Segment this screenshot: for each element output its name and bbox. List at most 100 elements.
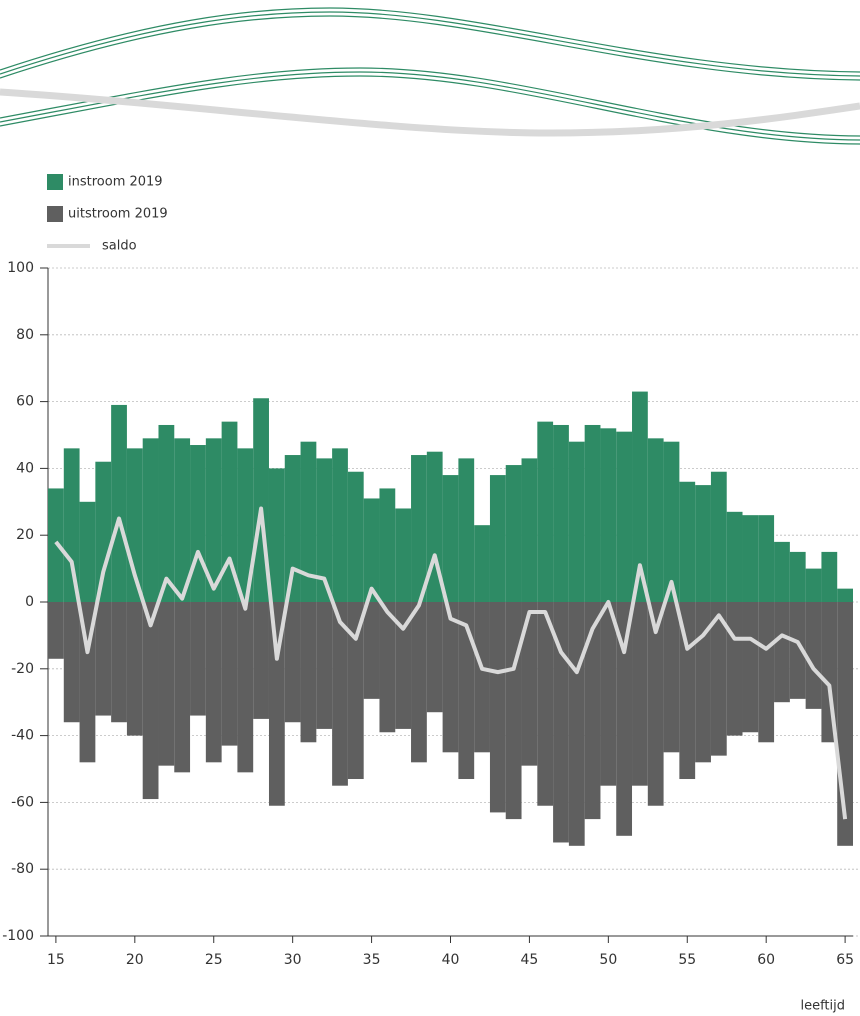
bar xyxy=(142,602,159,800)
bar xyxy=(426,602,443,713)
bar xyxy=(632,602,648,786)
bar xyxy=(48,602,64,659)
bar xyxy=(111,404,127,602)
bar xyxy=(95,461,112,602)
bar xyxy=(742,602,759,733)
bar xyxy=(758,602,775,743)
bar xyxy=(268,468,285,602)
bar xyxy=(647,438,664,602)
y-tick-label: 20 xyxy=(16,527,34,543)
bar xyxy=(537,602,554,806)
bar xyxy=(616,602,633,836)
legend-swatch xyxy=(47,174,63,190)
bar xyxy=(821,551,838,602)
bar xyxy=(142,438,159,602)
bar xyxy=(174,438,191,602)
bar xyxy=(458,458,475,602)
bar xyxy=(710,602,727,756)
bar xyxy=(48,488,64,602)
bar xyxy=(205,602,222,763)
bar xyxy=(126,602,143,736)
bar xyxy=(679,481,696,602)
bar xyxy=(789,551,806,602)
bar xyxy=(458,602,475,780)
bar xyxy=(174,602,191,773)
legend: instroom 2019 uitstroom 2019 saldo xyxy=(47,174,168,254)
x-tick-label: 30 xyxy=(284,952,302,968)
bar xyxy=(300,602,317,743)
bar xyxy=(158,602,175,766)
bar xyxy=(63,602,80,723)
bar xyxy=(726,511,743,602)
x-axis-label: leeftijd xyxy=(800,999,845,1014)
legend-label: uitstroom 2019 xyxy=(68,207,168,222)
bar xyxy=(647,602,664,806)
bar xyxy=(411,455,427,602)
x-tick-label: 20 xyxy=(126,952,144,968)
bar xyxy=(347,602,364,780)
bar xyxy=(316,458,333,602)
bar xyxy=(710,471,727,602)
y-tick-label: -80 xyxy=(11,861,34,877)
bar xyxy=(158,424,175,602)
bar xyxy=(521,458,538,602)
bar xyxy=(221,421,238,602)
x-tick-label: 60 xyxy=(757,952,775,968)
legend-label: saldo xyxy=(102,239,137,254)
y-tick-label: 80 xyxy=(16,327,34,343)
bar xyxy=(363,602,380,699)
bar xyxy=(695,485,711,602)
bar xyxy=(489,475,506,602)
bar xyxy=(632,391,648,602)
bar xyxy=(395,508,412,602)
bar xyxy=(521,602,538,766)
bar xyxy=(221,602,238,746)
x-tick-label: 15 xyxy=(47,952,65,968)
bar xyxy=(726,602,743,736)
legend-label: instroom 2019 xyxy=(68,175,163,190)
bar xyxy=(205,438,222,602)
y-tick-label: 60 xyxy=(16,394,34,410)
bar xyxy=(663,441,680,602)
bar xyxy=(111,602,127,723)
bar xyxy=(600,428,617,602)
bar xyxy=(395,602,412,729)
x-tick-label: 65 xyxy=(836,952,854,968)
bar xyxy=(584,424,601,602)
bar xyxy=(505,602,522,820)
y-tick-label: -100 xyxy=(2,928,34,944)
bar xyxy=(379,488,396,602)
bar xyxy=(442,602,459,753)
x-tick-label: 45 xyxy=(521,952,539,968)
y-tick-label: -20 xyxy=(11,661,34,677)
bar xyxy=(332,602,348,786)
bar xyxy=(616,431,633,602)
bar xyxy=(553,424,569,602)
bar xyxy=(505,465,522,602)
bar xyxy=(379,602,396,733)
bar xyxy=(805,568,822,602)
y-tick-label: 100 xyxy=(7,260,34,276)
bar xyxy=(63,448,80,602)
bar xyxy=(805,602,822,709)
bar xyxy=(237,448,254,602)
bar xyxy=(190,602,206,716)
bar xyxy=(347,471,364,602)
bar xyxy=(237,602,254,773)
bar xyxy=(442,475,459,602)
bar xyxy=(95,602,112,716)
bar xyxy=(268,602,285,806)
bar xyxy=(537,421,554,602)
bar xyxy=(663,602,680,753)
bar xyxy=(316,602,333,729)
x-tick-label: 25 xyxy=(205,952,223,968)
bar xyxy=(568,441,585,602)
bar xyxy=(553,602,569,843)
bar xyxy=(584,602,601,820)
bar xyxy=(489,602,506,813)
bar xyxy=(332,448,348,602)
bar xyxy=(253,602,269,719)
bar xyxy=(284,455,301,602)
decoration xyxy=(0,7,860,145)
